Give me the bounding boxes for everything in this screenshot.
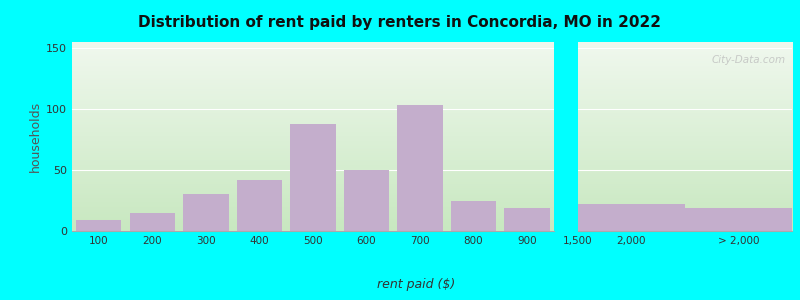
Bar — [76, 220, 122, 231]
Bar — [343, 170, 389, 231]
Text: Distribution of rent paid by renters in Concordia, MO in 2022: Distribution of rent paid by renters in … — [138, 15, 662, 30]
Bar — [130, 213, 175, 231]
Bar — [685, 208, 792, 231]
Bar — [183, 194, 229, 231]
Y-axis label: households: households — [29, 101, 42, 172]
Text: City-Data.com: City-Data.com — [711, 55, 786, 65]
Text: rent paid ($): rent paid ($) — [377, 278, 455, 291]
Bar — [397, 105, 442, 231]
Bar — [290, 124, 335, 231]
Bar — [578, 204, 685, 231]
Bar — [504, 208, 550, 231]
Bar — [237, 180, 282, 231]
Bar — [450, 200, 496, 231]
